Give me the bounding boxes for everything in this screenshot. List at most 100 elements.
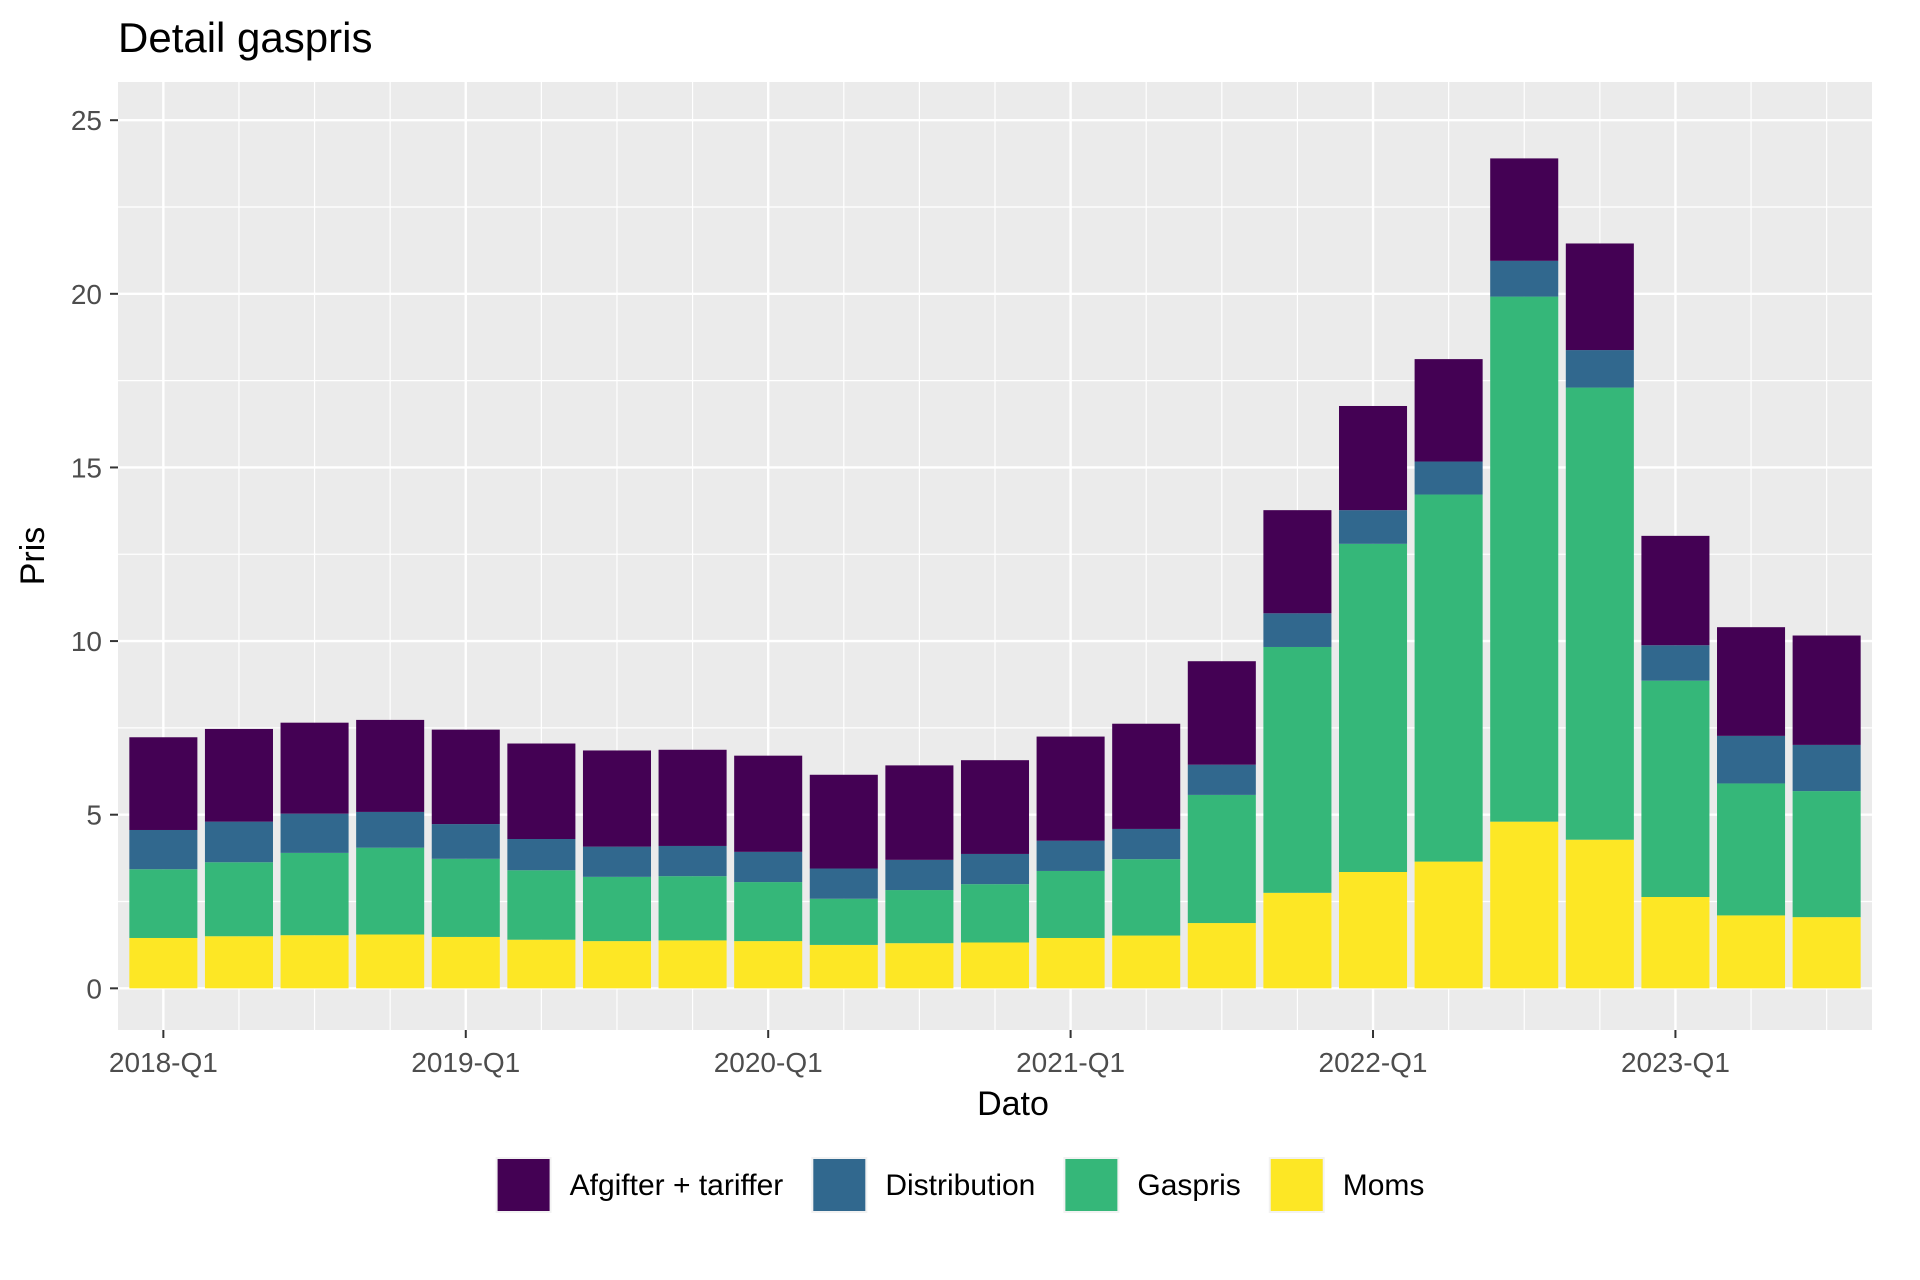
bar-gaspris-2020-q1 xyxy=(734,882,803,942)
legend-swatch-gaspris xyxy=(1065,1159,1118,1211)
legend-label-moms: Moms xyxy=(1343,1169,1425,1202)
y-tick-label: 15 xyxy=(71,452,102,483)
bar-moms-2023-q2 xyxy=(1717,915,1786,989)
bar-moms-2019-q4 xyxy=(658,940,727,989)
x-tick-label: 2022-Q1 xyxy=(1319,1047,1428,1078)
bar-gaspris-2019-q2 xyxy=(507,870,576,940)
bar-gaspris-2018-q4 xyxy=(356,847,425,935)
bar-afgifter-tariffer-2019-q2 xyxy=(507,743,576,840)
bar-moms-2018-q2 xyxy=(204,936,273,989)
bar-gaspris-2023-q2 xyxy=(1717,783,1786,916)
bar-distribution-2019-q4 xyxy=(658,845,727,877)
bar-moms-2018-q4 xyxy=(356,934,425,989)
bar-afgifter-tariffer-2020-q3 xyxy=(885,765,954,860)
bar-gaspris-2023-q3 xyxy=(1792,791,1861,918)
bar-gaspris-2018-q1 xyxy=(129,869,198,938)
bar-afgifter-tariffer-2018-q4 xyxy=(356,719,425,812)
bar-moms-2020-q3 xyxy=(885,943,954,989)
bar-afgifter-tariffer-2020-q1 xyxy=(734,755,803,852)
y-axis: 0 5 10 15 20 25 xyxy=(71,105,118,1004)
bar-moms-2020-q4 xyxy=(960,942,1030,989)
bar-distribution-2023-q3 xyxy=(1792,744,1861,792)
x-tick-label: 2021-Q1 xyxy=(1016,1047,1125,1078)
bar-afgifter-tariffer-2021-q2 xyxy=(1112,723,1181,829)
legend-label-distribution: Distribution xyxy=(885,1169,1035,1202)
bar-distribution-2021-q3 xyxy=(1187,764,1256,795)
bar-moms-2018-q3 xyxy=(280,935,349,989)
bar-moms-2019-q2 xyxy=(507,939,576,989)
bar-moms-2023-q1 xyxy=(1641,897,1710,989)
bar-afgifter-tariffer-2022-q4 xyxy=(1565,243,1634,351)
bar-distribution-2018-q2 xyxy=(204,821,273,863)
x-tick-label: 2023-Q1 xyxy=(1621,1047,1730,1078)
bar-afgifter-tariffer-2023-q2 xyxy=(1717,627,1786,736)
bar-distribution-2022-q4 xyxy=(1565,350,1634,388)
bar-afgifter-tariffer-2021-q3 xyxy=(1187,661,1256,765)
y-tick-label: 20 xyxy=(71,279,102,310)
bar-gaspris-2019-q3 xyxy=(582,876,652,942)
bar-distribution-2018-q3 xyxy=(280,813,349,853)
x-tick-label: 2018-Q1 xyxy=(109,1047,218,1078)
legend: Afgifter + tariffer Distribution Gaspris Mo… xyxy=(495,1157,1425,1213)
bar-moms-2020-q2 xyxy=(809,944,878,989)
bar-distribution-2019-q2 xyxy=(507,839,576,871)
legend-swatch-afgifter-tariffer xyxy=(497,1159,550,1211)
bar-distribution-2018-q4 xyxy=(356,811,425,848)
bar-afgifter-tariffer-2019-q1 xyxy=(431,729,500,825)
bar-moms-2022-q1 xyxy=(1338,872,1408,989)
bar-moms-2022-q4 xyxy=(1565,839,1634,989)
bar-gaspris-2018-q2 xyxy=(204,862,273,937)
bar-afgifter-tariffer-2021-q4 xyxy=(1263,510,1332,614)
bar-moms-2018-q1 xyxy=(129,937,198,989)
bar-gaspris-2023-q1 xyxy=(1641,680,1710,898)
bar-gaspris-2020-q4 xyxy=(960,884,1030,943)
bar-afgifter-tariffer-2022-q3 xyxy=(1490,158,1559,261)
bar-moms-2019-q3 xyxy=(582,941,652,989)
bar-gaspris-2021-q4 xyxy=(1263,646,1332,893)
x-axis-title: Dato xyxy=(977,1085,1049,1123)
y-tick-label: 25 xyxy=(71,105,102,136)
bar-afgifter-tariffer-2018-q3 xyxy=(280,722,349,814)
bar-distribution-2018-q1 xyxy=(129,829,198,870)
legend-label-gaspris: Gaspris xyxy=(1137,1169,1240,1202)
bar-distribution-2022-q2 xyxy=(1414,461,1483,495)
bar-afgifter-tariffer-2023-q3 xyxy=(1792,635,1861,745)
bar-gaspris-2022-q1 xyxy=(1338,543,1408,872)
x-tick-label: 2020-Q1 xyxy=(714,1047,823,1078)
bar-afgifter-tariffer-2019-q3 xyxy=(582,750,652,847)
bar-distribution-2020-q1 xyxy=(734,851,803,883)
x-axis: 2018-Q1 2019-Q1 2020-Q1 2021-Q1 2022-Q1 2023-… xyxy=(109,1030,1730,1078)
bar-gaspris-2019-q1 xyxy=(431,858,500,937)
bar-gaspris-2022-q4 xyxy=(1565,387,1634,840)
bar-distribution-2023-q2 xyxy=(1717,735,1786,784)
bar-distribution-2019-q3 xyxy=(582,846,652,877)
bar-moms-2021-q4 xyxy=(1263,892,1332,989)
bar-gaspris-2019-q4 xyxy=(658,876,727,941)
bar-moms-2020-q1 xyxy=(734,941,803,989)
bar-distribution-2020-q2 xyxy=(809,868,878,899)
y-axis-title: Pris xyxy=(14,527,52,586)
legend-label-afgifter-tariffer: Afgifter + tariffer xyxy=(570,1169,784,1202)
bar-gaspris-2020-q2 xyxy=(809,898,878,945)
bar-moms-2021-q1 xyxy=(1036,937,1105,989)
bar-afgifter-tariffer-2022-q2 xyxy=(1414,359,1483,462)
bar-moms-2021-q3 xyxy=(1187,923,1256,989)
bar-moms-2022-q2 xyxy=(1414,861,1483,989)
bar-afgifter-tariffer-2023-q1 xyxy=(1641,535,1710,646)
y-tick-label: 0 xyxy=(86,973,102,1004)
bar-distribution-2020-q4 xyxy=(960,853,1030,885)
bar-afgifter-tariffer-2018-q2 xyxy=(204,728,273,822)
bar-gaspris-2018-q3 xyxy=(280,852,349,936)
bar-distribution-2021-q1 xyxy=(1036,840,1105,871)
bar-distribution-2023-q1 xyxy=(1641,645,1710,681)
bar-gaspris-2021-q1 xyxy=(1036,870,1105,938)
bar-gaspris-2021-q2 xyxy=(1112,859,1181,936)
bar-distribution-2022-q1 xyxy=(1338,510,1408,544)
bar-moms-2021-q2 xyxy=(1112,935,1181,989)
bar-distribution-2021-q4 xyxy=(1263,613,1332,647)
bar-afgifter-tariffer-2022-q1 xyxy=(1338,405,1408,511)
bar-afgifter-tariffer-2021-q1 xyxy=(1036,736,1105,841)
bar-distribution-2020-q3 xyxy=(885,859,954,891)
y-tick-label: 5 xyxy=(86,800,102,831)
